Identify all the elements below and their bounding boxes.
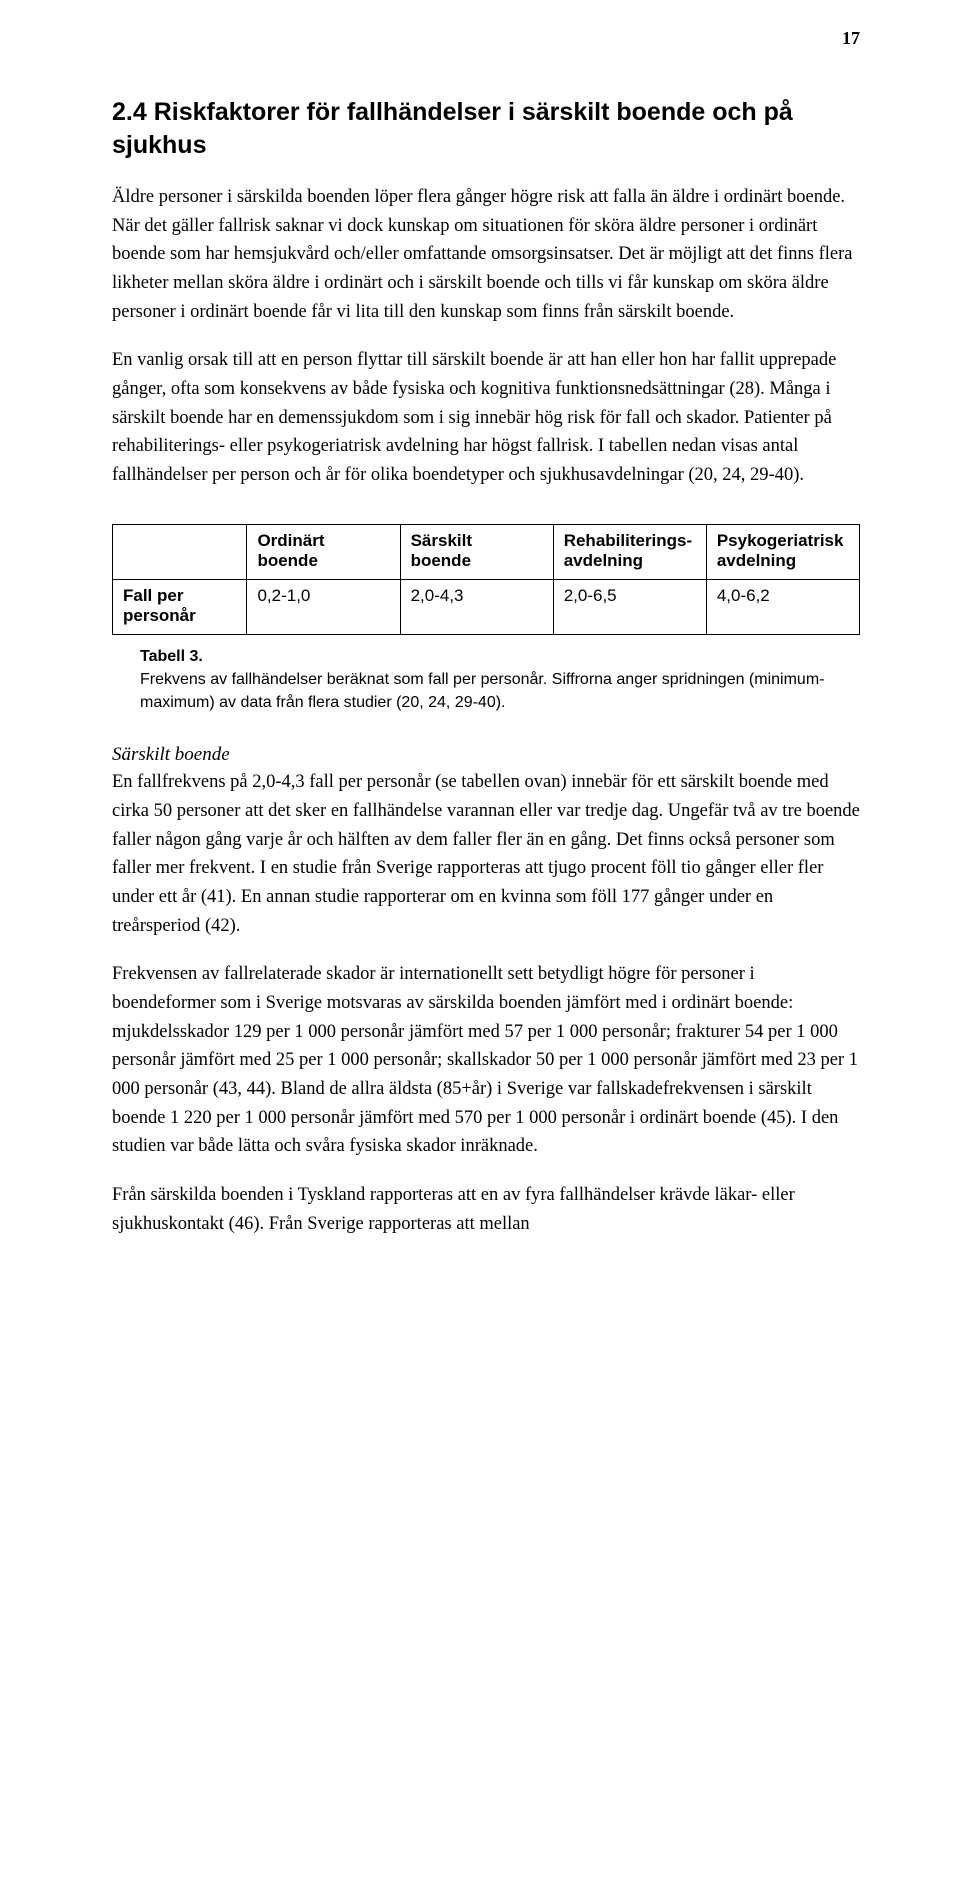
fall-frequency-table: Ordinärt boende Särskilt boende Rehabili… [112,524,860,635]
table-caption-text: Frekvens av fallhändelser beräknat som f… [140,671,824,711]
table-col-header-3: Rehabiliterings- avdelning [553,524,706,579]
subheading-italic: Särskilt boende [112,744,860,766]
table-col-header-1: Ordinärt boende [247,524,400,579]
col2-line1: Särskilt [411,531,472,550]
paragraph-4: Frekvensen av fallrelaterade skador är i… [112,960,860,1161]
table-wrap: Ordinärt boende Särskilt boende Rehabili… [112,524,860,635]
table-data-row: Fall per personår 0,2-1,0 2,0-4,3 2,0-6,… [113,579,860,634]
col1-line1: Ordinärt [257,531,324,550]
paragraph-5: Från särskilda boenden i Tyskland rappor… [112,1181,860,1238]
table-caption: Tabell 3. Frekvens av fallhändelser berä… [140,645,860,715]
col1-line2: boende [257,551,317,570]
table-cell-2: 2,0-4,3 [400,579,553,634]
section-heading: 2.4 Riskfaktorer för fallhändelser i sär… [112,96,860,161]
col3-line2: avdelning [564,551,643,570]
table-col-header-4: Psykogeriatrisk avdelning [706,524,859,579]
rowlabel-line2: personår [123,606,196,625]
col4-line1: Psykogeriatrisk [717,531,844,550]
table-cell-4: 4,0-6,2 [706,579,859,634]
table-col-header-2: Särskilt boende [400,524,553,579]
col4-line2: avdelning [717,551,796,570]
table-corner-cell [113,524,247,579]
document-page: 17 2.4 Riskfaktorer för fallhändelser i … [0,0,960,1886]
col3-line1: Rehabiliterings- [564,531,692,550]
table-cell-1: 0,2-1,0 [247,579,400,634]
table-caption-title: Tabell 3. [140,645,860,668]
paragraph-1: Äldre personer i särskilda boenden löper… [112,183,860,326]
table-row-label: Fall per personår [113,579,247,634]
col2-line2: boende [411,551,471,570]
page-number: 17 [842,28,860,49]
rowlabel-line1: Fall per [123,586,183,605]
paragraph-2: En vanlig orsak till att en person flytt… [112,346,860,489]
table-header-row: Ordinärt boende Särskilt boende Rehabili… [113,524,860,579]
table-cell-3: 2,0-6,5 [553,579,706,634]
paragraph-3: En fallfrekvens på 2,0-4,3 fall per pers… [112,768,860,940]
